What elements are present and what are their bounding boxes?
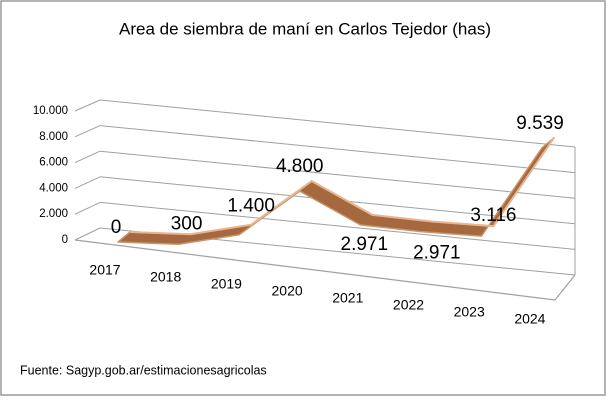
chart-border xyxy=(0,0,606,396)
data-label: 300 xyxy=(171,213,203,234)
data-label: 2.971 xyxy=(341,234,389,255)
grid-line xyxy=(74,227,101,241)
x-tick-label: 2019 xyxy=(211,276,242,292)
chart-title: Area de siembra de maní en Carlos Tejedo… xyxy=(119,19,491,38)
x-tick-label: 2017 xyxy=(89,262,120,278)
data-label: 2.971 xyxy=(413,243,461,264)
x-tick-label: 2020 xyxy=(272,283,303,299)
data-label: 1.400 xyxy=(227,196,275,217)
y-tick-label: 10.000 xyxy=(33,105,68,117)
grid-line xyxy=(99,150,576,199)
line-ribbon-top xyxy=(129,137,555,236)
y-tick-label: 6.000 xyxy=(39,157,68,169)
source-note: Fuente: Sagyp.gob.ar/estimacionesagricol… xyxy=(20,363,267,377)
grid-line xyxy=(74,125,101,138)
y-tick-label: 8.000 xyxy=(39,131,68,143)
grid-line xyxy=(74,99,101,112)
x-tick-label: 2023 xyxy=(454,304,485,320)
grid-line xyxy=(99,125,576,174)
data-label: 0 xyxy=(111,217,122,238)
x-tick-label: 2018 xyxy=(150,269,181,285)
y-tick-label: 4.000 xyxy=(39,182,68,194)
y-tick-label: 2.000 xyxy=(39,208,68,220)
x-tick-label: 2024 xyxy=(514,311,545,327)
floor-edge xyxy=(74,239,576,301)
data-label: 9.539 xyxy=(516,113,564,134)
grid-line xyxy=(74,150,101,164)
data-label: 4.800 xyxy=(276,156,324,177)
data-label: 3.116 xyxy=(470,205,516,226)
grid-line xyxy=(99,201,576,250)
grid-line xyxy=(74,176,101,189)
y-tick-label: 0 xyxy=(62,234,68,246)
grid-line xyxy=(99,99,576,148)
x-tick-label: 2021 xyxy=(332,290,363,306)
grid-line xyxy=(74,201,101,215)
x-tick-label: 2022 xyxy=(393,297,424,313)
